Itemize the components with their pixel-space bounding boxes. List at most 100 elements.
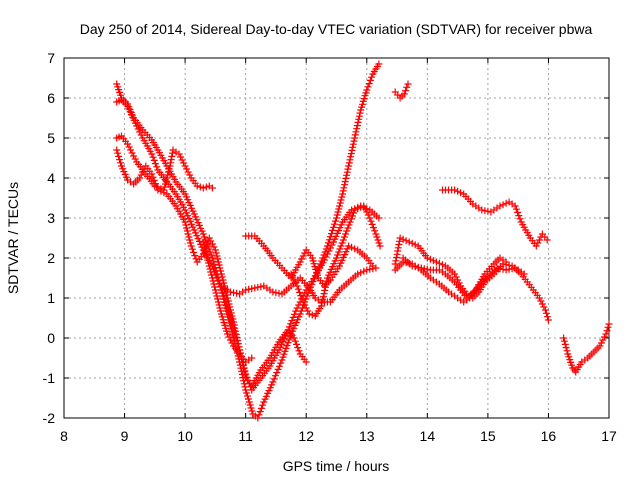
data-point bbox=[357, 269, 365, 277]
data-point bbox=[183, 227, 191, 235]
data-point bbox=[363, 208, 371, 216]
data-point bbox=[224, 330, 231, 338]
data-point bbox=[302, 358, 310, 366]
data-point bbox=[302, 304, 310, 312]
data-point bbox=[241, 371, 249, 379]
data-point bbox=[289, 313, 297, 321]
series-track-5 bbox=[217, 264, 380, 306]
data-point bbox=[426, 255, 434, 263]
data-point bbox=[341, 178, 349, 186]
data-point bbox=[478, 206, 486, 214]
data-point bbox=[408, 239, 416, 247]
x-tick-label: 13 bbox=[359, 428, 375, 444]
data-point bbox=[534, 239, 542, 247]
data-point bbox=[345, 162, 353, 170]
data-point bbox=[289, 273, 297, 281]
data-point bbox=[508, 265, 516, 273]
data-point bbox=[224, 294, 231, 302]
data-point bbox=[347, 150, 355, 158]
data-point bbox=[215, 301, 223, 309]
data-point bbox=[499, 265, 507, 273]
data-point bbox=[226, 303, 234, 311]
data-point bbox=[214, 295, 222, 303]
x-tick-label: 9 bbox=[121, 428, 129, 444]
data-point bbox=[184, 168, 192, 176]
x-tick-label: 16 bbox=[541, 428, 557, 444]
data-point bbox=[251, 284, 259, 292]
data-point bbox=[484, 207, 492, 215]
data-point bbox=[301, 301, 309, 309]
data-point bbox=[520, 270, 528, 278]
data-point bbox=[242, 386, 250, 394]
x-tick-label: 17 bbox=[601, 428, 617, 444]
data-point bbox=[345, 221, 353, 229]
y-tick-label: -2 bbox=[43, 410, 56, 426]
data-point bbox=[333, 214, 340, 222]
data-point bbox=[375, 60, 383, 68]
data-point bbox=[125, 143, 133, 151]
data-point bbox=[213, 292, 221, 300]
data-point bbox=[339, 236, 347, 244]
data-point bbox=[136, 128, 144, 136]
data-point bbox=[319, 296, 327, 304]
data-point bbox=[604, 323, 612, 331]
data-point bbox=[199, 238, 207, 246]
data-point bbox=[296, 258, 304, 266]
data-point bbox=[227, 336, 234, 344]
data-point bbox=[217, 270, 225, 278]
data-point bbox=[217, 267, 225, 275]
data-point bbox=[137, 131, 145, 139]
data-point bbox=[369, 224, 377, 232]
data-point bbox=[601, 333, 608, 341]
data-point bbox=[325, 236, 333, 244]
data-point bbox=[247, 404, 255, 412]
series-track-3 bbox=[113, 132, 216, 194]
data-point bbox=[153, 183, 161, 191]
data-point bbox=[287, 320, 295, 328]
data-point bbox=[304, 307, 312, 315]
data-point bbox=[351, 245, 359, 253]
data-point bbox=[365, 80, 373, 88]
data-point bbox=[149, 173, 157, 181]
data-point bbox=[298, 295, 306, 303]
data-point bbox=[502, 258, 510, 266]
data-point bbox=[349, 140, 357, 148]
data-point bbox=[295, 301, 303, 309]
series-track-13 bbox=[439, 186, 551, 250]
data-point bbox=[402, 87, 409, 95]
data-point bbox=[351, 206, 359, 214]
data-point bbox=[542, 309, 550, 317]
series-track-9 bbox=[391, 80, 412, 102]
y-tick-label: 5 bbox=[47, 130, 55, 146]
data-point bbox=[451, 270, 459, 278]
series-track-14 bbox=[560, 320, 613, 376]
data-point bbox=[336, 202, 343, 210]
data-point bbox=[405, 238, 413, 246]
data-point bbox=[354, 205, 362, 213]
data-point bbox=[163, 174, 171, 182]
data-point bbox=[439, 261, 446, 269]
data-point bbox=[275, 362, 283, 370]
data-point bbox=[340, 184, 348, 192]
data-point bbox=[347, 215, 355, 223]
data-point bbox=[202, 247, 209, 255]
data-point bbox=[245, 398, 253, 406]
data-point bbox=[285, 323, 293, 331]
y-tick-label: -1 bbox=[43, 370, 56, 386]
data-point bbox=[227, 288, 234, 296]
data-point bbox=[293, 340, 300, 348]
data-point bbox=[165, 168, 172, 176]
data-point bbox=[322, 253, 330, 261]
data-point bbox=[183, 224, 191, 232]
data-point bbox=[211, 286, 219, 294]
data-point bbox=[514, 208, 522, 216]
data-point bbox=[205, 259, 213, 267]
data-point bbox=[344, 224, 352, 232]
data-point bbox=[205, 234, 213, 242]
data-point bbox=[320, 256, 328, 264]
data-point bbox=[350, 137, 358, 145]
data-point bbox=[402, 237, 410, 245]
data-point bbox=[537, 297, 545, 305]
data-point bbox=[342, 174, 350, 182]
data-point bbox=[175, 150, 183, 158]
